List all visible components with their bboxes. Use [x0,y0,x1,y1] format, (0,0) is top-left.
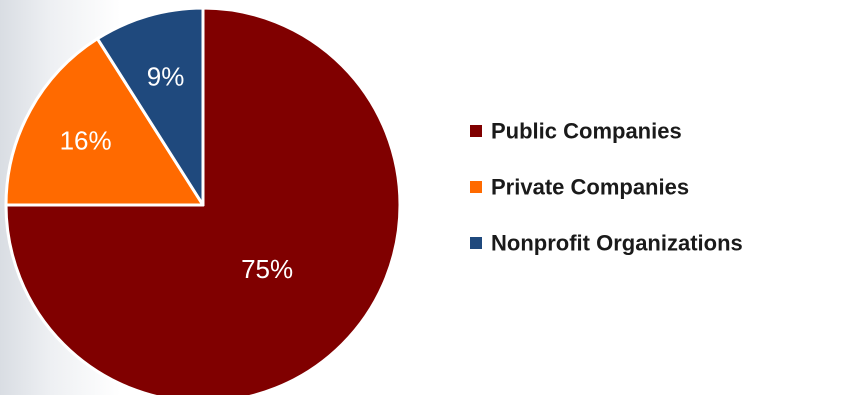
pie-slice-private-companies [4,37,205,207]
slice-label-public-companies: 75% [241,254,293,284]
pie-slice-nonprofit-organizations [95,6,205,207]
pie-slice-public-companies [4,6,402,395]
legend-label-private-companies: Private Companies [491,175,689,200]
legend-swatch-private-companies [470,181,482,193]
legend: Public Companies Private Companies Nonprof… [470,119,743,256]
legend-label-nonprofit-organizations: Nonprofit Organizations [491,231,743,256]
pie-slice-labels: 75% 16% 9% [60,61,294,284]
legend-label-public-companies: Public Companies [491,119,682,144]
slice-label-nonprofit-organizations: 9% [147,61,185,91]
legend-swatch-public-companies [470,125,482,137]
pie-slices [4,6,402,395]
legend-swatch-nonprofit-organizations [470,237,482,249]
slice-label-private-companies: 16% [60,126,112,156]
